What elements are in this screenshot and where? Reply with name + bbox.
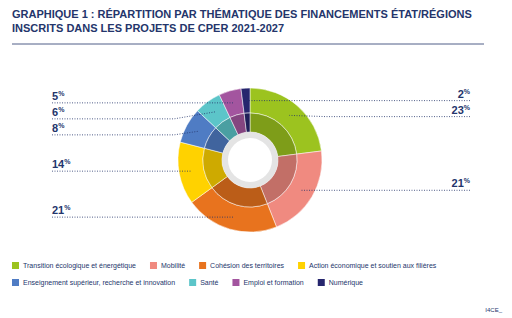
legend: Transition écologique et énergétique Mobi… (12, 262, 437, 287)
inner-slice (230, 113, 247, 134)
legend-item: Mobilité (150, 262, 185, 269)
leader-line (246, 100, 470, 101)
legend-swatch (232, 279, 239, 286)
inner-slice (244, 113, 250, 132)
leader-line (52, 217, 233, 218)
leader-line (289, 115, 470, 116)
source: I4CE_ (485, 307, 502, 313)
legend-swatch (298, 262, 305, 269)
leader-line (52, 102, 233, 103)
title-rule (12, 44, 484, 45)
legend-swatch (199, 262, 206, 269)
legend-item: Numérique (318, 279, 363, 287)
leader-line (301, 190, 470, 191)
legend-item: Enseignement supérieur, recherche et inn… (12, 279, 175, 287)
chart: GRAPHIQUE 1 : RÉPARTITION PAR THÉMATIQUE… (0, 0, 512, 318)
legend-label: Cohésion des territoires (210, 262, 284, 269)
data-label: 21% (452, 177, 471, 189)
legend-label: Action économique et soutien aux filière… (309, 262, 437, 270)
leader-line (52, 171, 192, 172)
slice (241, 88, 250, 113)
leader-line (52, 131, 198, 135)
legend-item: Transition écologique et énergétique (12, 262, 136, 270)
title-line: GRAPHIQUE 1 : RÉPARTITION PAR THÉMATIQUE… (12, 8, 472, 20)
legend-item: Emploi et formation (232, 279, 303, 287)
data-label: 23% (452, 104, 471, 116)
title-line: INSCRITS DANS LES PROJETS DE CPER 2021-2… (12, 22, 284, 34)
legend-label: Emploi et formation (243, 279, 303, 287)
hole (228, 138, 272, 182)
legend-swatch (12, 279, 19, 286)
legend-label: Santé (200, 279, 218, 286)
legend-label: Enseignement supérieur, recherche et inn… (23, 279, 175, 287)
data-label: 2% (458, 88, 471, 100)
legend-label: Numérique (329, 279, 363, 287)
donut (178, 88, 322, 232)
slice (219, 89, 244, 118)
title: GRAPHIQUE 1 : RÉPARTITION PAR THÉMATIQUE… (12, 8, 472, 34)
legend-label: Transition écologique et énergétique (23, 262, 136, 270)
data-label: 14% (52, 158, 71, 170)
legend-item: Action économique et soutien aux filière… (298, 262, 437, 270)
data-label: 8% (52, 122, 65, 134)
legend-item: Santé (189, 279, 218, 286)
legend-swatch (189, 279, 196, 286)
legend-swatch (12, 262, 19, 269)
data-label: 6% (52, 106, 65, 118)
hole-ring (222, 132, 278, 188)
legend-swatch (150, 262, 157, 269)
data-labels: 23% 21% 21% 14% 8% 6% 5% 2% (52, 88, 471, 218)
data-label: 5% (52, 90, 65, 102)
leader-line (52, 112, 215, 119)
legend-item: Cohésion des territoires (199, 262, 284, 269)
legend-label: Mobilité (161, 262, 185, 269)
data-label: 21% (52, 204, 71, 216)
legend-swatch (318, 279, 325, 286)
